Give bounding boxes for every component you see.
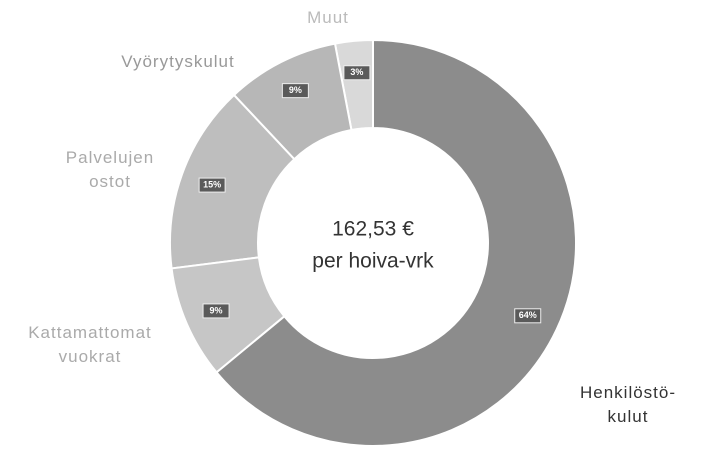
value-label: 15% <box>203 179 221 189</box>
value-label: 9% <box>210 305 223 315</box>
value-label-box <box>281 83 309 99</box>
value-label: 9% <box>289 85 302 95</box>
segment <box>232 42 353 161</box>
segment <box>215 38 577 447</box>
segment <box>169 93 296 270</box>
category-label: Palvelujen ostot <box>65 148 155 191</box>
value-label-box <box>198 177 226 193</box>
category-label: Henkilöstö- kulut <box>579 383 677 426</box>
value-label: 64% <box>519 310 537 320</box>
value-label: 3% <box>350 67 363 77</box>
center-text: 162,53 € <box>332 218 414 241</box>
category-label: Vyörytyskulut <box>121 52 235 71</box>
value-label-box <box>514 308 542 324</box>
center-text: per hoiva-vrk <box>312 250 434 273</box>
value-label-box <box>343 65 371 81</box>
value-labels: 64% 9% 15% 9% 3% <box>198 65 542 324</box>
category-label: Muut <box>307 8 349 27</box>
category-label: Kattamattomat vuokrat <box>28 323 152 366</box>
value-label-box <box>202 303 230 319</box>
